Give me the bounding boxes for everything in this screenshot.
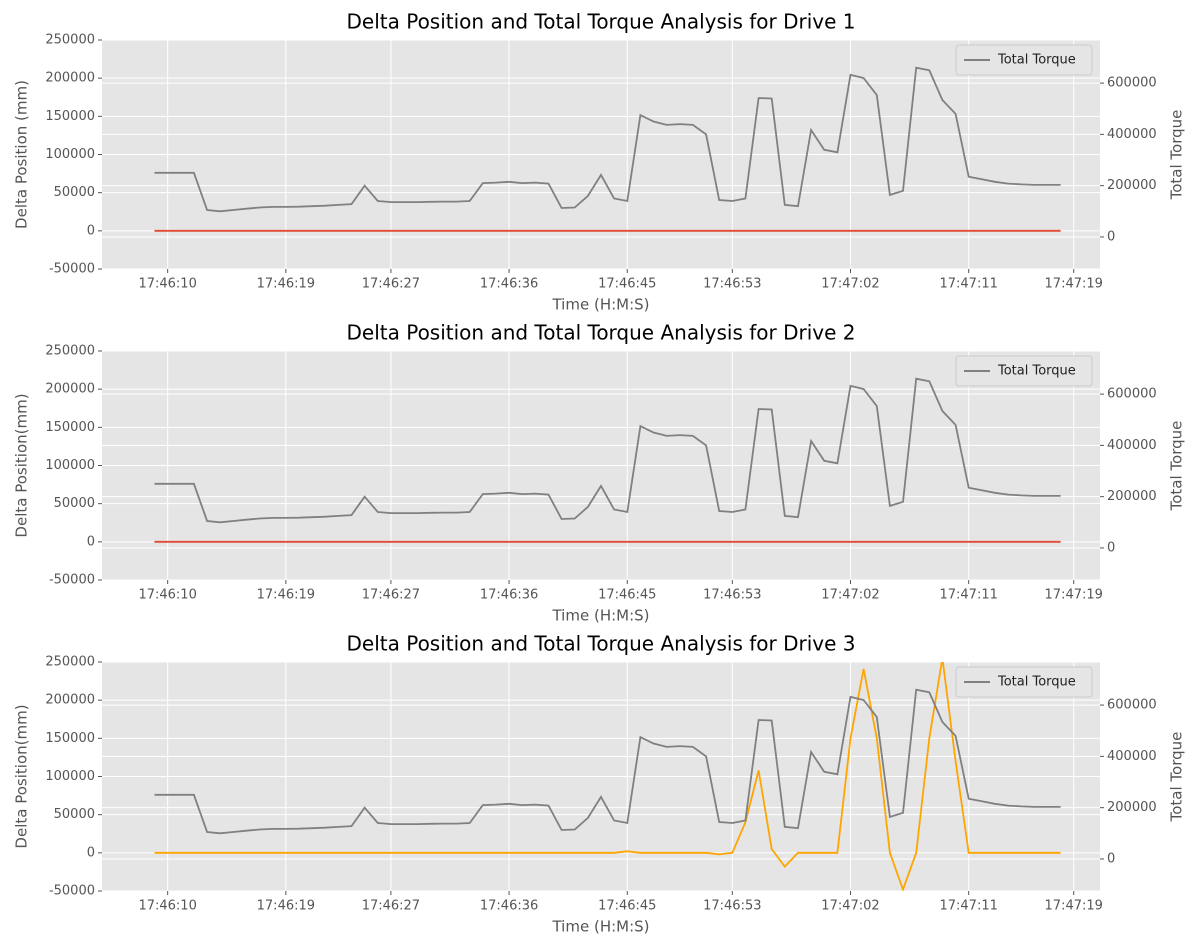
x-tick-label: 17:46:53 xyxy=(703,277,761,292)
y-tick-label: 50000 xyxy=(54,185,95,200)
y-tick-label: 0 xyxy=(87,223,95,238)
x-tick-label: 17:46:36 xyxy=(480,899,538,914)
x-tick-label: 17:46:53 xyxy=(703,899,761,914)
chart-title: Delta Position and Total Torque Analysis… xyxy=(347,632,856,656)
y-tick-label: 100000 xyxy=(45,769,95,784)
y-axis-label: Delta Position (mm) xyxy=(13,80,31,229)
x-tick-label: 17:47:02 xyxy=(821,899,879,914)
x-tick-label: 17:46:27 xyxy=(362,277,420,292)
y-tick-label: 50000 xyxy=(54,807,95,822)
y-tick-label: 200000 xyxy=(45,71,95,86)
x-tick-label: 17:46:45 xyxy=(598,588,656,603)
x-tick-label: 17:46:19 xyxy=(257,899,315,914)
y2-tick-label: 600000 xyxy=(1107,76,1157,91)
y-tick-label: 100000 xyxy=(45,147,95,162)
y-tick-label: 200000 xyxy=(45,382,95,397)
x-tick-label: 17:46:45 xyxy=(598,899,656,914)
x-tick-label: 17:46:10 xyxy=(138,899,196,914)
x-tick-label: 17:46:45 xyxy=(598,277,656,292)
y-tick-label: -50000 xyxy=(49,884,95,899)
x-tick-label: 17:47:19 xyxy=(1045,588,1103,603)
y-tick-label: 0 xyxy=(87,845,95,860)
y-tick-label: 150000 xyxy=(45,420,95,435)
y2-tick-label: 0 xyxy=(1107,851,1115,866)
subplot: Delta Position and Total Torque Analysis… xyxy=(13,10,1186,314)
legend-box xyxy=(955,355,1093,387)
y2-axis-label: Total Torque xyxy=(1168,732,1186,823)
y2-tick-label: 0 xyxy=(1107,229,1115,244)
y2-axis-label: Total Torque xyxy=(1168,110,1186,201)
y-tick-label: 0 xyxy=(87,534,95,549)
y-tick-label: 50000 xyxy=(54,496,95,511)
x-tick-label: 17:47:11 xyxy=(939,588,997,603)
chart-title: Delta Position and Total Torque Analysis… xyxy=(347,10,856,34)
x-tick-label: 17:46:10 xyxy=(138,588,196,603)
x-axis-label: Time (H:M:S) xyxy=(551,918,649,936)
data-line xyxy=(154,377,1061,524)
x-tick-label: 17:46:19 xyxy=(257,588,315,603)
x-tick-label: 17:46:19 xyxy=(257,277,315,292)
y2-tick-label: 400000 xyxy=(1107,749,1157,764)
y2-tick-label: 400000 xyxy=(1107,127,1157,142)
y-tick-label: 250000 xyxy=(45,33,95,48)
y2-tick-label: 200000 xyxy=(1107,489,1157,504)
y2-tick-label: 200000 xyxy=(1107,178,1157,193)
x-tick-label: 17:47:11 xyxy=(939,277,997,292)
chart-title: Delta Position and Total Torque Analysis… xyxy=(347,321,856,345)
x-axis-label: Time (H:M:S) xyxy=(551,296,649,314)
x-tick-label: 17:46:10 xyxy=(138,277,196,292)
x-tick-label: 17:47:11 xyxy=(939,899,997,914)
y-axis-label: Delta Position(mm) xyxy=(13,704,31,848)
x-tick-label: 17:47:19 xyxy=(1045,899,1103,914)
x-tick-label: 17:46:36 xyxy=(480,277,538,292)
x-tick-label: 17:46:53 xyxy=(703,588,761,603)
data-line xyxy=(154,66,1061,213)
legend-label: Total Torque xyxy=(997,675,1076,690)
y-tick-label: 250000 xyxy=(45,344,95,359)
legend-label: Total Torque xyxy=(997,53,1076,68)
y-tick-label: -50000 xyxy=(49,262,95,277)
x-axis-label: Time (H:M:S) xyxy=(551,607,649,625)
data-line xyxy=(154,662,1061,891)
y2-tick-label: 600000 xyxy=(1107,698,1157,713)
x-tick-label: 17:46:36 xyxy=(480,588,538,603)
subplot: Delta Position and Total Torque Analysis… xyxy=(13,632,1186,936)
x-tick-label: 17:47:02 xyxy=(821,277,879,292)
y2-tick-label: 200000 xyxy=(1107,800,1157,815)
legend-box xyxy=(955,666,1093,698)
y-axis-label: Delta Position(mm) xyxy=(13,393,31,537)
legend-label: Total Torque xyxy=(997,364,1076,379)
x-tick-label: 17:46:27 xyxy=(362,588,420,603)
y2-tick-label: 400000 xyxy=(1107,438,1157,453)
y-tick-label: 200000 xyxy=(45,693,95,708)
y2-tick-label: 600000 xyxy=(1107,387,1157,402)
x-tick-label: 17:46:27 xyxy=(362,899,420,914)
y2-tick-label: 0 xyxy=(1107,540,1115,555)
y2-axis-label: Total Torque xyxy=(1168,421,1186,512)
subplot: Delta Position and Total Torque Analysis… xyxy=(13,321,1186,625)
y-tick-label: 100000 xyxy=(45,458,95,473)
y-tick-label: 250000 xyxy=(45,655,95,670)
data-line xyxy=(154,688,1061,835)
x-tick-label: 17:47:02 xyxy=(821,588,879,603)
y-tick-label: 150000 xyxy=(45,731,95,746)
y-tick-label: -50000 xyxy=(49,573,95,588)
y-tick-label: 150000 xyxy=(45,109,95,124)
x-tick-label: 17:47:19 xyxy=(1045,277,1103,292)
legend-box xyxy=(955,44,1093,76)
